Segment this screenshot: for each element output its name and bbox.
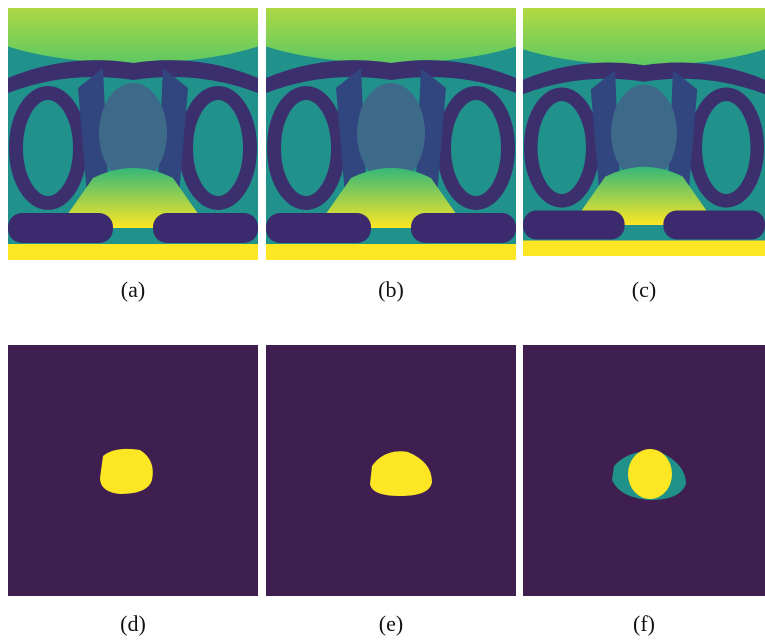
panel-label: (e) bbox=[379, 611, 403, 636]
mask-image bbox=[266, 345, 516, 596]
panel-label: (a) bbox=[121, 277, 145, 302]
panel-label: (b) bbox=[378, 277, 404, 302]
mri-image bbox=[0, 0, 308, 260]
page: (a) (b) (c) (d) (e) (f) (() => { const d… bbox=[0, 0, 765, 638]
figure: (a) (b) (c) (d) (e) (f) bbox=[0, 0, 765, 638]
panel-label: (c) bbox=[632, 277, 656, 302]
mask-image bbox=[8, 345, 258, 596]
mask-image bbox=[523, 345, 765, 596]
mri-image bbox=[216, 0, 566, 260]
panel-label: (d) bbox=[120, 611, 146, 636]
mri-image bbox=[475, 0, 765, 256]
panel-label: (f) bbox=[633, 611, 655, 636]
